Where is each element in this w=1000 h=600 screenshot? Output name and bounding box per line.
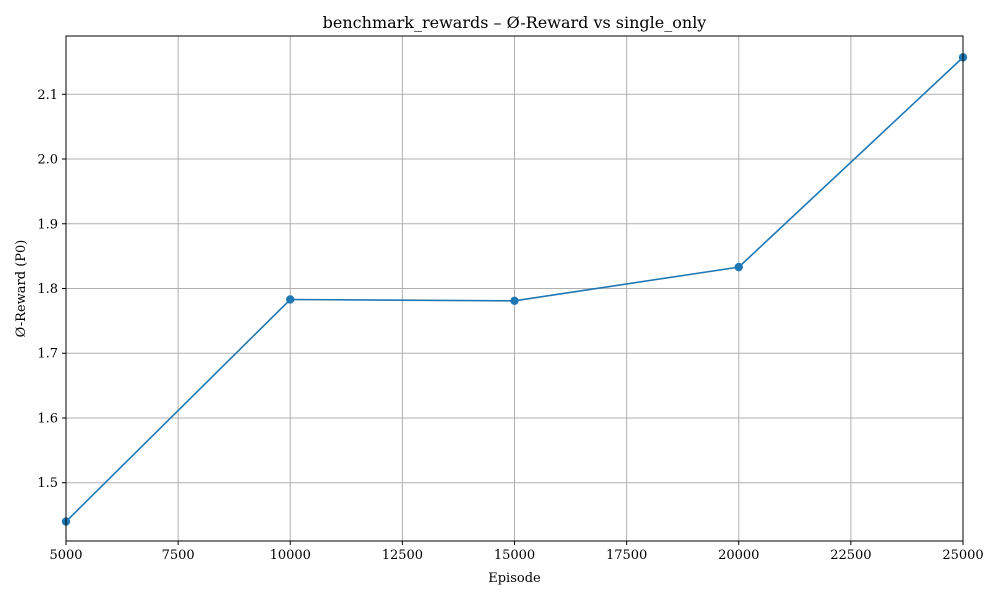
y-tick-label: 1.7 xyxy=(37,347,58,362)
x-tick-label: 10000 xyxy=(270,548,311,563)
series-layer xyxy=(61,53,968,526)
chart-title: benchmark_rewards – Ø-Reward vs single_o… xyxy=(323,13,707,32)
y-tick-label: 1.6 xyxy=(37,411,58,426)
x-axis-ticks: 5000 7500 10000 12500 15000 17500 20000 22500 25… xyxy=(49,541,984,563)
data-point xyxy=(734,262,743,272)
x-tick-label: 25000 xyxy=(942,548,983,563)
x-tick-label: 12500 xyxy=(382,548,423,563)
data-point xyxy=(286,295,295,304)
x-tick-label: 22500 xyxy=(830,548,871,563)
x-tick-label: 15000 xyxy=(494,548,535,563)
grid xyxy=(65,36,964,541)
y-axis-label: Ø-Reward (P0) xyxy=(14,240,29,338)
y-tick-label: 2.1 xyxy=(37,88,58,103)
x-tick-label: 20000 xyxy=(718,548,759,563)
y-tick-label: 1.8 xyxy=(37,282,58,297)
x-tick-label: 17500 xyxy=(606,548,647,563)
data-point xyxy=(510,296,519,306)
y-tick-label: 1.5 xyxy=(37,476,58,491)
y-axis-ticks: 1.5 1.6 1.7 1.8 1.9 2.0 2.1 xyxy=(37,88,66,491)
y-tick-label: 1.9 xyxy=(37,217,58,232)
y-tick-label: 2.0 xyxy=(37,153,58,168)
x-tick-label: 5000 xyxy=(49,548,82,563)
x-tick-label: 7500 xyxy=(162,548,195,563)
x-axis-label: Episode xyxy=(488,571,541,586)
